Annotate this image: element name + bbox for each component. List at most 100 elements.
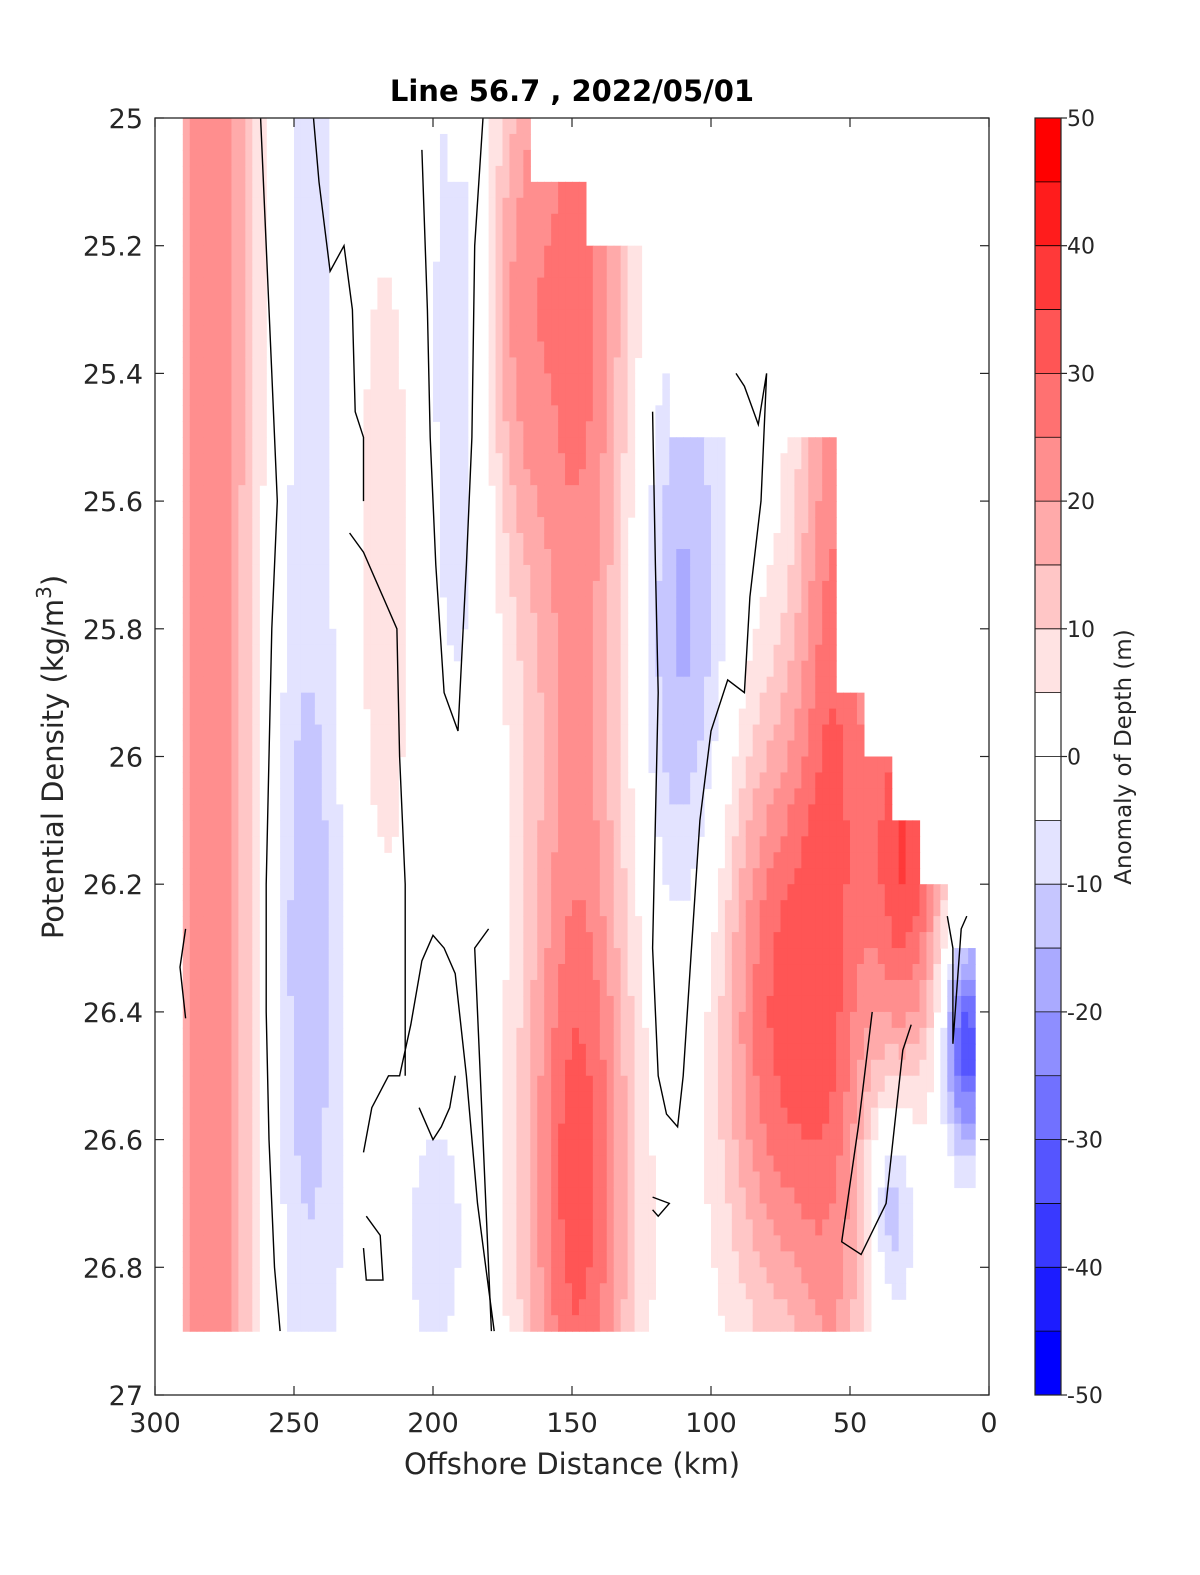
- heatmap-cell: [224, 213, 233, 231]
- heatmap-cell: [238, 868, 246, 885]
- heatmap-cell: [843, 1043, 851, 1061]
- heatmap-cell: [196, 197, 205, 215]
- heatmap-cell: [551, 948, 559, 965]
- heatmap-cell: [196, 868, 205, 885]
- heatmap-cell: [606, 948, 615, 965]
- heatmap-cell: [585, 932, 594, 949]
- heatmap-cell: [203, 421, 212, 438]
- heatmap-cell: [307, 501, 316, 518]
- heatmap-cell: [919, 900, 928, 917]
- heatmap-cell: [815, 995, 823, 1013]
- heatmap-cell: [690, 485, 698, 502]
- heatmap-cell: [203, 1107, 212, 1125]
- heatmap-cell: [196, 1091, 205, 1109]
- heatmap-cell: [578, 596, 587, 614]
- heatmap-cell: [683, 628, 691, 646]
- heatmap-cell: [321, 596, 330, 614]
- heatmap-cell: [641, 1267, 650, 1284]
- heatmap-cell: [245, 133, 253, 151]
- heatmap-cell: [558, 916, 566, 933]
- heatmap-cell: [523, 229, 531, 247]
- heatmap-cell: [912, 836, 921, 853]
- heatmap-cell: [731, 1075, 740, 1093]
- heatmap-cell: [252, 1059, 260, 1077]
- heatmap-cell: [905, 884, 914, 901]
- heatmap-cell: [565, 836, 573, 853]
- heatmap-cell: [509, 133, 517, 151]
- heatmap-cell: [182, 644, 191, 662]
- heatmap-cell: [551, 421, 559, 438]
- heatmap-cell: [870, 1043, 879, 1061]
- heatmap-cell: [551, 995, 559, 1013]
- heatmap-cell: [787, 964, 795, 981]
- heatmap-cell: [863, 756, 872, 774]
- heatmap-cell: [599, 964, 608, 981]
- heatmap-cell: [238, 756, 246, 774]
- heatmap-cell: [245, 948, 253, 965]
- heatmap-cell: [954, 1123, 962, 1141]
- heatmap-cell: [238, 149, 246, 167]
- heatmap-cell: [307, 644, 316, 662]
- heatmap-cell: [544, 1283, 552, 1300]
- heatmap-cell: [655, 724, 663, 742]
- heatmap-cell: [572, 1219, 580, 1236]
- heatmap-cell: [787, 708, 795, 726]
- heatmap-cell: [565, 1267, 573, 1284]
- heatmap-cell: [794, 868, 802, 885]
- heatmap-cell: [523, 1251, 531, 1268]
- heatmap-cell: [509, 1315, 517, 1332]
- heatmap-cell: [245, 118, 253, 135]
- heatmap-cell: [731, 1011, 740, 1029]
- heatmap-cell: [787, 1251, 795, 1268]
- heatmap-cell: [252, 1123, 260, 1141]
- heatmap-cell: [252, 724, 260, 742]
- heatmap-cell: [224, 932, 233, 949]
- heatmap-cell: [328, 932, 337, 949]
- heatmap-cell: [711, 517, 719, 534]
- heatmap-cell: [787, 580, 795, 598]
- heatmap-cell: [572, 724, 580, 742]
- heatmap-cell: [509, 501, 517, 518]
- heatmap-cell: [210, 277, 219, 295]
- heatmap-cell: [245, 181, 253, 199]
- heatmap-cell: [537, 836, 545, 853]
- heatmap-cell: [627, 964, 636, 981]
- heatmap-cell: [856, 1139, 865, 1157]
- heatmap-cell: [231, 1155, 239, 1173]
- heatmap-cell: [606, 1043, 615, 1061]
- heatmap-cell: [599, 868, 608, 885]
- heatmap-cell: [940, 1107, 948, 1125]
- heatmap-cell: [252, 804, 260, 821]
- heatmap-cell: [731, 772, 740, 790]
- heatmap-cell: [815, 533, 823, 550]
- heatmap-cell: [203, 1171, 212, 1189]
- heatmap-cell: [870, 1011, 879, 1029]
- heatmap-cell: [530, 948, 538, 965]
- heatmap-cell: [551, 1251, 559, 1268]
- heatmap-cell: [891, 1075, 900, 1093]
- heatmap-cell: [224, 1043, 233, 1061]
- heatmap-cell: [884, 1027, 893, 1045]
- heatmap-cell: [815, 884, 823, 901]
- heatmap-cell: [509, 548, 517, 566]
- heatmap-cell: [231, 836, 239, 853]
- heatmap-cell: [585, 756, 594, 774]
- heatmap-cell: [245, 1203, 253, 1221]
- heatmap-cell: [704, 612, 712, 630]
- heatmap-cell: [287, 548, 295, 566]
- heatmap-cell: [245, 644, 253, 662]
- heatmap-cell: [238, 580, 246, 598]
- heatmap-cell: [745, 692, 754, 710]
- heatmap-cell: [648, 1187, 656, 1205]
- heatmap-cell: [794, 1315, 802, 1332]
- heatmap-cell: [544, 1251, 552, 1268]
- heatmap-cell: [307, 309, 316, 327]
- heatmap-cell: [280, 836, 288, 853]
- heatmap-cell: [516, 916, 524, 933]
- heatmap-cell: [523, 341, 531, 359]
- heatmap-cell: [516, 788, 524, 805]
- heatmap-cell: [231, 788, 239, 805]
- heatmap-cell: [620, 1251, 629, 1268]
- heatmap-cell: [717, 533, 726, 550]
- heatmap-cell: [585, 277, 594, 295]
